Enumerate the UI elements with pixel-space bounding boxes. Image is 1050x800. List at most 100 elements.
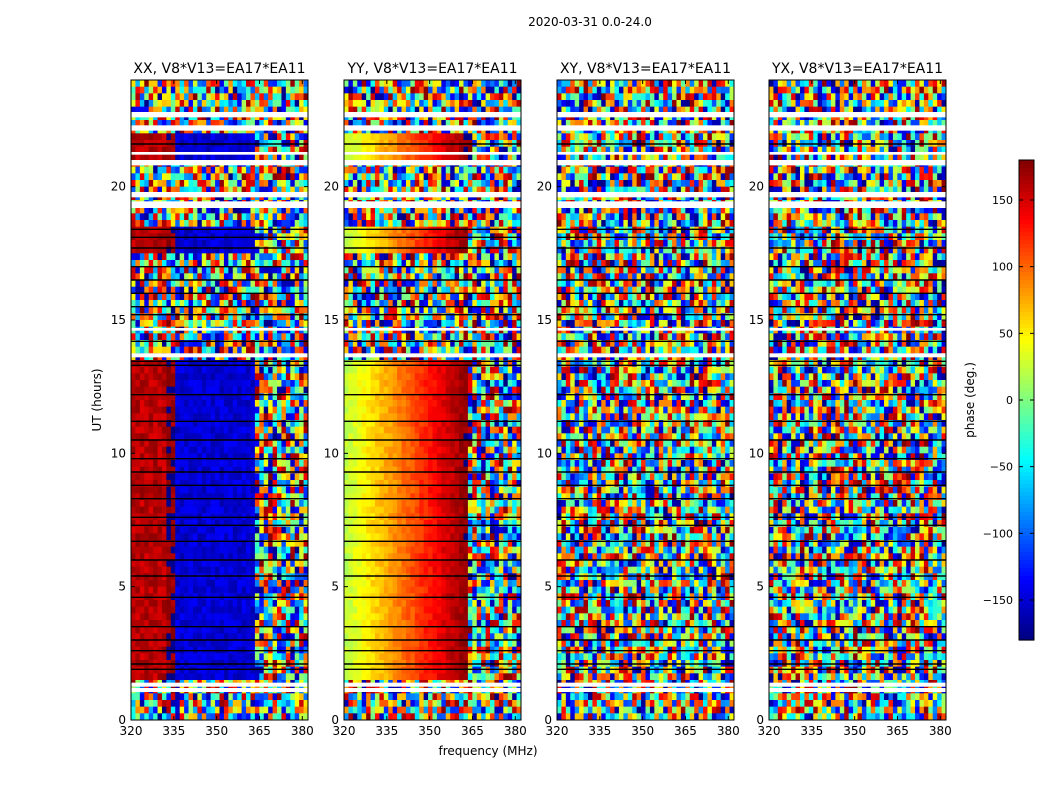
- heatmap-cell: [272, 100, 278, 108]
- heatmap-cell: [237, 466, 243, 474]
- heatmap-cell: [139, 206, 145, 214]
- heatmap-cell: [303, 580, 308, 588]
- heatmap-cell: [219, 226, 225, 234]
- heatmap-cell: [148, 666, 154, 674]
- heatmap-cell: [357, 226, 363, 234]
- heatmap-cell: [281, 180, 287, 188]
- heatmap-cell: [250, 580, 256, 588]
- heatmap-cell: [170, 693, 176, 701]
- heatmap-cell: [441, 213, 447, 221]
- heatmap-cell: [144, 86, 150, 94]
- heatmap-cell: [175, 253, 181, 261]
- heatmap-cell: [188, 480, 194, 488]
- heatmap-cell: [175, 273, 181, 281]
- heatmap-cell: [423, 80, 429, 88]
- heatmap-cell: [139, 153, 145, 161]
- flagged-band: [131, 112, 308, 118]
- heatmap-cell: [157, 453, 163, 461]
- heatmap-cell: [237, 440, 243, 448]
- heatmap-cell: [241, 580, 247, 588]
- heatmap-cell: [285, 453, 291, 461]
- heatmap-cell: [166, 373, 172, 381]
- heatmap-cell: [210, 506, 216, 514]
- heatmap-cell: [263, 373, 269, 381]
- heatmap-cell: [219, 213, 225, 221]
- heatmap-cell: [263, 700, 269, 708]
- heatmap-cell: [290, 453, 296, 461]
- heatmap-cell: [192, 533, 198, 541]
- heatmap-cell: [268, 186, 274, 194]
- heatmap-cell: [153, 500, 159, 508]
- heatmap-cell: [397, 186, 403, 194]
- heatmap-cell: [445, 100, 451, 108]
- heatmap-cell: [268, 600, 274, 608]
- heatmap-cell: [290, 693, 296, 701]
- heatmap-cell: [166, 693, 172, 701]
- heatmap-cell: [237, 386, 243, 394]
- heatmap-cell: [144, 400, 150, 408]
- heatmap-cell: [405, 186, 411, 194]
- heatmap-cell: [285, 320, 291, 328]
- heatmap-cell: [153, 360, 159, 368]
- heatmap-cell: [512, 120, 518, 128]
- heatmap-cell: [166, 80, 172, 88]
- heatmap-cell: [254, 473, 260, 481]
- heatmap-cell: [259, 220, 265, 228]
- heatmap-cell: [170, 480, 176, 488]
- heatmap-cell: [188, 600, 194, 608]
- heatmap-cell: [268, 393, 274, 401]
- heatmap-cell: [250, 620, 256, 628]
- heatmap-cell: [379, 253, 385, 261]
- heatmap-cell: [184, 613, 190, 621]
- heatmap-cell: [175, 560, 181, 568]
- heatmap-cell: [131, 673, 137, 681]
- heatmap-cell: [370, 106, 376, 114]
- heatmap-cell: [131, 566, 137, 574]
- heatmap-cell: [131, 146, 137, 154]
- heatmap-cell: [166, 453, 172, 461]
- heatmap-cell: [192, 586, 198, 594]
- heatmap-cell: [219, 580, 225, 588]
- heatmap-cell: [201, 566, 207, 574]
- flagged-band: [131, 201, 308, 208]
- heatmap-cell: [206, 386, 212, 394]
- heatmap-cell: [481, 246, 487, 254]
- heatmap-cell: [397, 226, 403, 234]
- heatmap-cell: [179, 700, 185, 708]
- heatmap-cell: [144, 246, 150, 254]
- heatmap-cell: [263, 393, 269, 401]
- heatmap-cell: [148, 246, 154, 254]
- heatmap-cell: [414, 100, 420, 108]
- heatmap-cell: [277, 180, 283, 188]
- heatmap-cell: [219, 506, 225, 514]
- heatmap-cell: [259, 226, 265, 234]
- heatmap-cell: [219, 673, 225, 681]
- heatmap-cell: [170, 553, 176, 561]
- heatmap-cell: [184, 713, 190, 720]
- heatmap-cell: [161, 180, 167, 188]
- heatmap-cell: [153, 273, 159, 281]
- heatmap-cell: [237, 400, 243, 408]
- heatmap-cell: [192, 560, 198, 568]
- heatmap-cell: [131, 626, 137, 634]
- heatmap-cell: [144, 380, 150, 388]
- heatmap-cell: [254, 500, 260, 508]
- heatmap-cell: [184, 173, 190, 181]
- heatmap-cell: [135, 626, 141, 634]
- heatmap-cell: [166, 206, 172, 214]
- heatmap-cell: [206, 226, 212, 234]
- heatmap-cell: [303, 153, 308, 161]
- heatmap-cell: [268, 520, 274, 528]
- heatmap-cell: [192, 86, 198, 94]
- heatmap-cell: [344, 220, 350, 228]
- heatmap-cell: [210, 413, 216, 421]
- heatmap-cell: [268, 273, 274, 281]
- heatmap-cell: [285, 426, 291, 434]
- heatmap-cell: [192, 706, 198, 714]
- heatmap-cell: [153, 80, 159, 88]
- heatmap-cell: [144, 313, 150, 321]
- heatmap-cell: [188, 673, 194, 681]
- heatmap-cell: [277, 286, 283, 294]
- heatmap-cell: [272, 173, 278, 181]
